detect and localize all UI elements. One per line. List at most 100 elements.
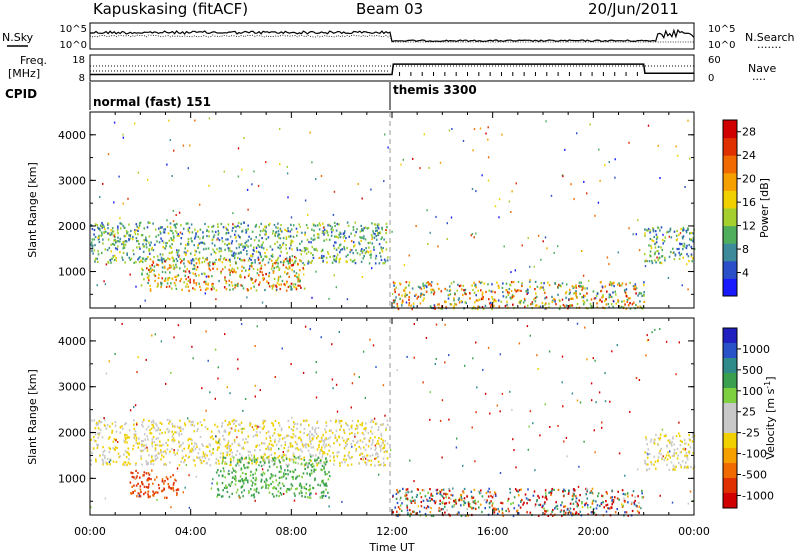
scatter-cell [562, 175, 564, 178]
scatter-cell [251, 462, 253, 465]
scatter-cell [138, 492, 141, 495]
scatter-cell [184, 486, 186, 489]
scatter-cell [492, 494, 495, 497]
scatter-cell [324, 231, 326, 234]
scatter-cell [375, 422, 378, 425]
scatter-cell [374, 458, 376, 460]
scatter-cell [115, 460, 118, 464]
scatter-cell [168, 251, 171, 255]
scatter-cell [396, 305, 399, 308]
scatter-cell [654, 243, 656, 246]
scatter-cell [653, 463, 655, 466]
scatter-cell [179, 280, 181, 283]
scatter-cell [347, 454, 349, 457]
scatter-cell [614, 511, 617, 514]
scatter-cell [379, 445, 381, 448]
scatter-cell [284, 469, 286, 472]
scatter-cell [162, 443, 164, 446]
scatter-cell [218, 439, 220, 442]
scatter-cell [581, 250, 583, 252]
scatter-cell [109, 459, 112, 462]
scatter-cell [177, 324, 180, 327]
scatter-cell [290, 241, 293, 244]
scatter-cell [462, 491, 465, 494]
scatter-cell [168, 285, 171, 288]
scatter-cell [342, 236, 345, 239]
scatter-cell [262, 278, 265, 281]
scatter-cell [292, 461, 295, 464]
scatter-cell [361, 421, 364, 425]
scatter-cell [247, 274, 250, 277]
scatter-cell [138, 242, 140, 245]
scatter-cell [232, 226, 234, 230]
scatter-cell [282, 242, 285, 245]
scatter-cell [281, 437, 284, 440]
scatter-cell [223, 286, 226, 289]
scatter-cell [626, 300, 629, 303]
scatter-cell [108, 232, 110, 235]
scatter-cell [589, 302, 592, 305]
scatter-cell [268, 224, 270, 227]
scatter-cell [594, 297, 597, 300]
scatter-cell [407, 512, 409, 515]
scatter-cell [321, 438, 323, 441]
scatter-cell [288, 426, 290, 429]
scatter-cell [455, 446, 458, 449]
scatter-cell [618, 282, 620, 285]
scatter-cell [133, 427, 136, 430]
scatter-cell [154, 333, 156, 336]
scatter-cell [548, 306, 550, 309]
scatter-cell [280, 427, 283, 430]
scatter-cell [204, 222, 206, 226]
scatter-cell [139, 485, 142, 488]
scatter-cell [663, 434, 666, 438]
scatter-cell [110, 229, 112, 232]
scatter-cell [148, 419, 150, 422]
scatter-cell [195, 282, 198, 285]
scatter-cell [487, 283, 489, 286]
scatter-cell [370, 459, 373, 462]
scatter-cell [402, 487, 404, 490]
scatter-cell [331, 378, 334, 381]
scatter-cell [530, 303, 532, 306]
scatter-cell [276, 240, 279, 244]
scatter-cell [175, 479, 177, 482]
scatter-cell [235, 464, 237, 467]
scatter-cell [241, 457, 243, 460]
scatter-cell [122, 241, 124, 244]
scatter-cell [544, 236, 547, 239]
scatter-cell [296, 442, 298, 445]
scatter-cell [198, 282, 200, 285]
scatter-cell [240, 467, 243, 470]
scatter-cell [153, 256, 155, 259]
scatter-cell [454, 302, 456, 305]
scatter-cell [285, 435, 288, 438]
scatter-cell [301, 495, 303, 498]
scatter-cell [230, 459, 232, 462]
scatter-cell [292, 452, 295, 455]
scatter-cell [525, 497, 528, 500]
scatter-cell [299, 455, 301, 458]
scatter-cell [312, 256, 315, 260]
scatter-cell [546, 509, 549, 512]
scatter-cell [214, 348, 217, 351]
scatter-cell [670, 461, 673, 464]
scatter-cell [510, 297, 512, 300]
scatter-cell [212, 267, 214, 270]
scatter-cell [579, 494, 581, 497]
scatter-cell [250, 237, 252, 240]
scatter-cell [321, 479, 324, 483]
scatter-cell [370, 430, 372, 433]
scatter-cell [171, 422, 173, 425]
scatter-cell [686, 458, 689, 461]
scatter-cell [507, 507, 509, 510]
scatter-cell [321, 231, 324, 234]
scatter-cell [649, 440, 652, 443]
station-title: Kapuskasing (fitACF) [93, 0, 248, 18]
scatter-cell [300, 253, 303, 256]
scatter-cell [668, 235, 670, 238]
scatter-cell [279, 244, 281, 247]
noise-sky-trace [89, 28, 695, 43]
scatter-cell [524, 299, 526, 302]
scatter-cell [322, 494, 325, 497]
